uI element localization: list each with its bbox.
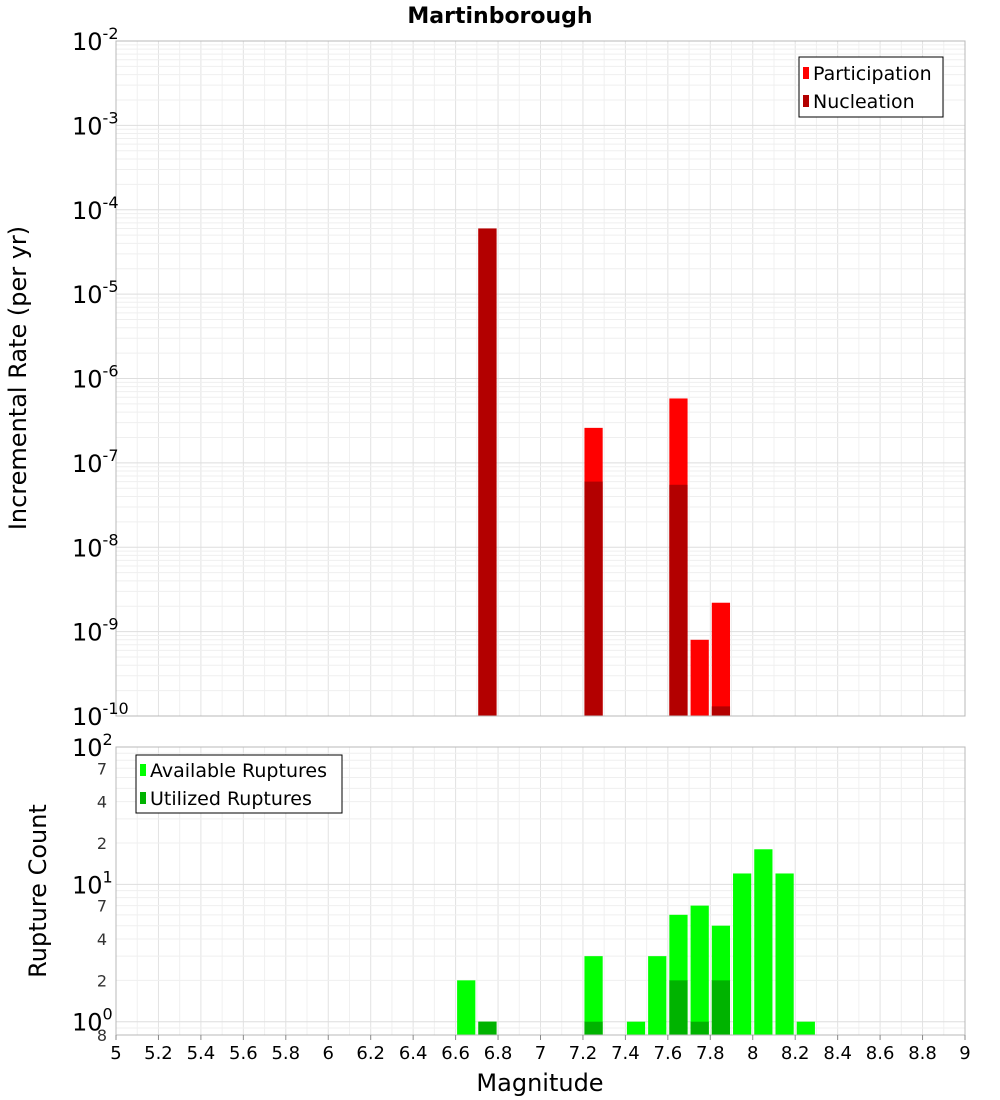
- bottom-y-tick-label: 100: [72, 1005, 113, 1037]
- x-tick-label: 5: [110, 1043, 121, 1064]
- top-legend: Participation Nucleation: [798, 56, 944, 118]
- bottom-bar-available-ruptures: [796, 1021, 815, 1035]
- x-tick-label: 8.8: [908, 1043, 937, 1064]
- top-y-tick-label: 10-6: [72, 362, 119, 394]
- legend-label-utilized: Utilized Ruptures: [150, 788, 312, 810]
- top-y-tick-label: 10-8: [72, 530, 119, 562]
- bars-layer: [457, 228, 815, 1035]
- bottom-legend-box: [135, 754, 343, 814]
- top-bar-nucleation: [669, 484, 688, 716]
- x-tick-label: 6.8: [484, 1043, 513, 1064]
- x-axis-label: Magnitude: [476, 1069, 603, 1097]
- legend-label-available: Available Ruptures: [150, 760, 327, 782]
- top-y-tick-label: 10-2: [72, 24, 119, 56]
- bottom-bar-available-ruptures: [584, 956, 603, 1035]
- x-tick-label: 5.2: [144, 1043, 173, 1064]
- axis-labels-layer: 10-2 10-3 10-4 10-5 10-6 10-7 10-8 10-9 10-10102…: [72, 24, 971, 1064]
- top-y-tick-label: 10-4: [72, 193, 119, 225]
- x-tick-label: 7.4: [611, 1043, 640, 1064]
- chart-title: Martinborough: [407, 4, 592, 29]
- bottom-bar-available-ruptures: [775, 873, 794, 1035]
- x-tick-label: 6.4: [399, 1043, 428, 1064]
- grid-layer: [115, 40, 966, 1036]
- top-bar-nucleation: [478, 228, 497, 716]
- x-tick-label: 6.6: [441, 1043, 470, 1064]
- top-bar-participation: [711, 602, 731, 716]
- bottom-y-tick-label: 7: [97, 897, 107, 916]
- top-bar-participation: [690, 639, 709, 716]
- top-plot-frame: [115, 40, 966, 717]
- bottom-bar-available-ruptures: [457, 980, 476, 1035]
- bottom-bar-utilized-ruptures: [669, 980, 688, 1035]
- x-tick-label: 7.8: [696, 1043, 725, 1064]
- bottom-bar-utilized-ruptures: [478, 1021, 497, 1035]
- x-tick-label: 5.8: [271, 1043, 300, 1064]
- bottom-bar-available-ruptures: [648, 956, 667, 1035]
- bottom-y-tick-label: 4: [97, 793, 107, 812]
- x-tick-label: 8.6: [866, 1043, 895, 1064]
- frame-layer: [115, 40, 966, 1040]
- legend-swatch-participation: [803, 67, 809, 79]
- x-tick-label: 7.6: [654, 1043, 683, 1064]
- bottom-y-tick-label: 2: [97, 971, 107, 990]
- bottom-bar-utilized-ruptures: [690, 1021, 709, 1035]
- x-tick-label: 7.2: [569, 1043, 598, 1064]
- bottom-y-tick-label: 2: [97, 834, 107, 853]
- bottom-y-tick-label: 8: [97, 1026, 107, 1045]
- x-tick-label: 9: [959, 1043, 970, 1064]
- top-y-tick-label: 10-10: [72, 699, 129, 731]
- bottom-y-tick-label: 101: [72, 867, 113, 899]
- bottom-legend: Available Ruptures Utilized Ruptures: [135, 754, 343, 814]
- x-tick-label: 6: [323, 1043, 334, 1064]
- bottom-bar-available-ruptures: [754, 849, 773, 1035]
- bottom-bar-utilized-ruptures: [584, 1021, 603, 1035]
- legend-swatch-available: [140, 764, 146, 776]
- legend-swatch-nucleation: [803, 95, 809, 107]
- bottom-bar-available-ruptures: [690, 905, 709, 1035]
- x-tick-label: 8.4: [823, 1043, 852, 1064]
- legend-label-participation: Participation: [813, 63, 932, 85]
- bottom-bar-available-ruptures: [733, 873, 752, 1035]
- bottom-y-tick-label: 102: [72, 730, 113, 762]
- top-y-tick-label: 10-3: [72, 108, 119, 140]
- x-tick-label: 8: [747, 1043, 758, 1064]
- x-tick-label: 6.2: [356, 1043, 385, 1064]
- legend-label-nucleation: Nucleation: [813, 91, 915, 113]
- top-y-axis-label: Incremental Rate (per yr): [4, 226, 32, 530]
- top-y-tick-label: 10-9: [72, 615, 119, 647]
- x-tick-label: 5.6: [229, 1043, 258, 1064]
- bottom-y-tick-label: 7: [97, 759, 107, 778]
- bottom-bar-utilized-ruptures: [711, 980, 731, 1035]
- top-bar-nucleation: [584, 481, 603, 716]
- top-y-tick-label: 10-7: [72, 446, 119, 478]
- bottom-y-tick-label: 4: [97, 930, 107, 949]
- bottom-bar-available-ruptures: [626, 1021, 646, 1035]
- legend-swatch-utilized: [140, 792, 146, 804]
- top-legend-box: [798, 56, 944, 118]
- x-tick-label: 7: [535, 1043, 546, 1064]
- top-bar-nucleation: [711, 706, 731, 716]
- x-tick-label: 5.4: [187, 1043, 216, 1064]
- top-y-tick-label: 10-5: [72, 277, 119, 309]
- bottom-y-axis-label: Rupture Count: [24, 804, 52, 978]
- x-tick-label: 8.2: [781, 1043, 810, 1064]
